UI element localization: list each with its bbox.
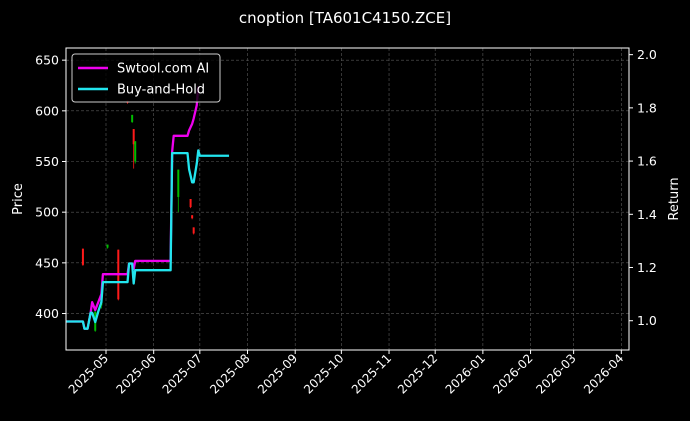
candle-body (131, 114, 134, 122)
legend-label-buy-and-hold: Buy-and-Hold (117, 83, 205, 98)
candle-body (134, 141, 137, 162)
candle-body (81, 248, 84, 265)
candle-body (132, 129, 135, 145)
series-lines (66, 86, 230, 330)
y2-tick-label: 2.0 (637, 47, 657, 62)
y2-tick-label: 1.2 (637, 260, 657, 275)
y-tick-label: 450 (35, 255, 59, 270)
y2-tick-label: 1.4 (637, 207, 657, 222)
y-tick-label: 500 (35, 205, 59, 220)
series-line-buy-and-hold (66, 149, 230, 330)
candle-body (191, 215, 194, 219)
legend-box (71, 53, 221, 103)
y2-tick-label: 1.6 (637, 154, 657, 169)
y2-tick-label: 1.0 (637, 313, 657, 328)
candle-body (189, 199, 192, 208)
chart-title: cnoption [TA601C4150.ZCE] (239, 9, 451, 27)
y2-axis-label: Return (667, 177, 682, 220)
legend-label-swtool: Swtool.com AI (117, 62, 209, 77)
y-tick-label: 650 (35, 53, 59, 68)
y-axis-label: Price (11, 183, 26, 215)
candle-body (192, 227, 195, 234)
y-axis-right: 1.0 1.2 1.4 1.6 1.8 2.0 (629, 47, 657, 328)
y-tick-label: 550 (35, 154, 59, 169)
y-tick-label: 400 (35, 306, 59, 321)
y-axis-left: 400 450 500 550 600 650 (35, 53, 66, 321)
candle-body (106, 244, 109, 248)
y2-tick-label: 1.8 (637, 100, 657, 115)
y-tick-label: 600 (35, 103, 59, 118)
candle-body (177, 169, 180, 197)
plot-frame (65, 47, 630, 351)
legend: Swtool.com AI Buy-and-Hold (71, 53, 221, 103)
